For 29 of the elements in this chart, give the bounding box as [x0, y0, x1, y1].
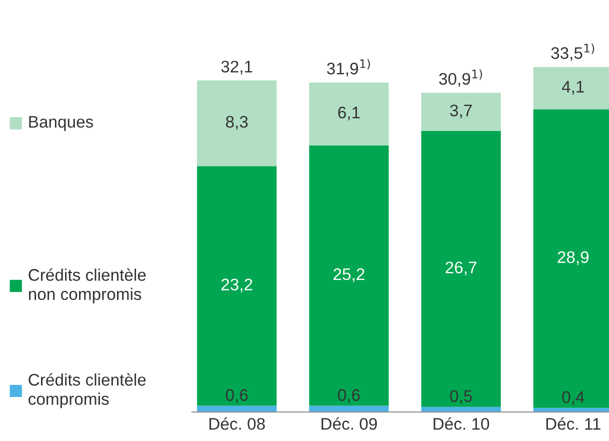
total-label: 30,9$^{1)}$ — [439, 69, 482, 87]
legend-label: Crédits clientèle compromis — [28, 373, 146, 408]
x-tick-label: Déc. 09 — [322, 417, 377, 430]
data-label: 0,5 — [450, 390, 472, 404]
data-label: 28,9 — [558, 251, 589, 266]
bar — [421, 92, 501, 132]
data-label: 0,6 — [338, 389, 360, 403]
data-label: 3,7 — [450, 104, 472, 118]
bar — [197, 80, 277, 166]
data-label: 23,2 — [221, 278, 252, 292]
data-label: 8,3 — [226, 116, 248, 130]
x-tick-label: Déc. 08 — [209, 417, 265, 430]
data-label: 25,2 — [334, 268, 364, 282]
total-label: 33,5$^{1)}$ — [551, 44, 594, 61]
data-label: 4,1 — [562, 80, 584, 95]
data-label: 26,7 — [446, 262, 476, 276]
bar — [197, 166, 277, 406]
data-label: 0,6 — [226, 389, 248, 403]
x-tick-label: Déc. 11 — [546, 417, 600, 430]
bar — [421, 131, 501, 407]
bar — [309, 145, 389, 406]
data-label: 0,4 — [562, 391, 584, 406]
total-label: 32,1 — [221, 60, 252, 74]
data-label: 6,1 — [338, 106, 360, 120]
x-tick-label: Déc. 10 — [434, 417, 490, 430]
bar — [309, 82, 389, 146]
total-label: 31,9$^{1)}$ — [326, 59, 370, 76]
legend-label: Banques — [29, 116, 94, 132]
legend-label: Crédits clientèle non compromis — [28, 268, 146, 304]
